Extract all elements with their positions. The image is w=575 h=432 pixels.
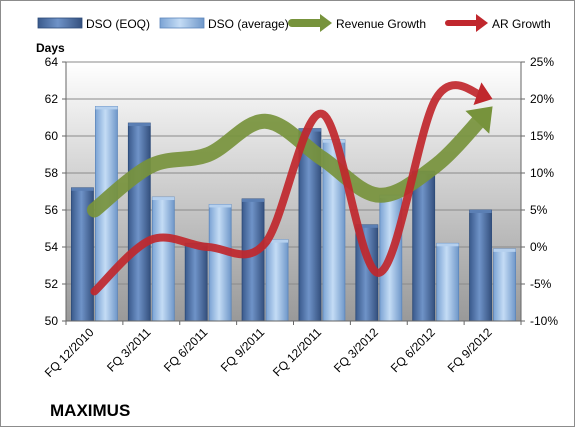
ar-growth-line bbox=[90, 81, 488, 296]
bar-top-cap bbox=[242, 198, 265, 202]
bar-top-cap bbox=[209, 204, 232, 208]
left-axis: 50 52 54 56 58 60 62 64 bbox=[45, 55, 67, 328]
bar-dso-eoq bbox=[241, 198, 265, 322]
legend-label: DSO (average) bbox=[208, 17, 289, 31]
left-tick-label: 52 bbox=[45, 277, 59, 291]
bar-top-cap bbox=[152, 197, 175, 201]
legend-swatch-dso-eoq bbox=[37, 17, 83, 29]
legend-swatch-dso-average bbox=[159, 17, 205, 29]
left-tick-label: 64 bbox=[45, 55, 59, 69]
bar-dso-average bbox=[493, 248, 516, 322]
ar-growth-arrowhead bbox=[473, 82, 493, 106]
left-tick-label: 56 bbox=[45, 203, 59, 217]
bar-dso-eoq bbox=[184, 242, 208, 322]
y-left-axis-label: Days bbox=[36, 41, 65, 55]
revenue-growth-arrowhead bbox=[465, 106, 493, 134]
left-tick-label: 50 bbox=[45, 314, 59, 328]
right-tick-label: 25% bbox=[530, 55, 554, 69]
right-axis: -10% -5% 0% 5% 10% 15% 20% 25% bbox=[520, 55, 558, 328]
bar-top-cap bbox=[71, 187, 94, 191]
bar-dso-average bbox=[208, 204, 232, 322]
legend-label: DSO (EOQ) bbox=[86, 17, 150, 31]
bar-dso-eoq bbox=[469, 209, 492, 322]
bar-dso-average bbox=[265, 239, 289, 322]
bar-top-cap bbox=[436, 243, 459, 247]
growth-lines bbox=[86, 81, 493, 296]
bar-top-cap bbox=[493, 248, 516, 252]
legend-label: AR Growth bbox=[492, 17, 551, 31]
bar-dso-average bbox=[151, 196, 175, 322]
right-tick-label: 10% bbox=[530, 166, 554, 180]
legend-label: Revenue Growth bbox=[336, 17, 426, 31]
legend: DSO (EOQ) DSO (average) Revenue Growth AR G… bbox=[37, 14, 551, 32]
legend-swatch-arrowhead bbox=[476, 14, 488, 32]
left-tick-label: 58 bbox=[45, 166, 59, 180]
left-tick-label: 54 bbox=[45, 240, 59, 254]
right-tick-label: 5% bbox=[530, 203, 548, 217]
right-tick-label: 20% bbox=[530, 92, 554, 106]
right-tick-label: -10% bbox=[530, 314, 558, 328]
left-tick-label: 60 bbox=[45, 129, 59, 143]
revenue-growth-line bbox=[86, 108, 491, 218]
bar-top-cap bbox=[266, 239, 289, 243]
right-tick-label: 0% bbox=[530, 240, 548, 254]
right-tick-label: -5% bbox=[530, 277, 552, 291]
bar-top-cap bbox=[95, 106, 118, 110]
bar-top-cap bbox=[355, 224, 378, 228]
left-tick-label: 62 bbox=[45, 92, 59, 106]
bar-dso-eoq bbox=[412, 170, 436, 322]
legend-swatch-arrowhead bbox=[320, 14, 332, 32]
bar-top-cap bbox=[469, 210, 492, 213]
bar-dso-eoq bbox=[127, 122, 151, 322]
right-tick-label: 15% bbox=[530, 129, 554, 143]
bar-dso-average bbox=[436, 242, 460, 322]
bar-top-cap bbox=[128, 123, 151, 127]
company-name: MAXIMUS bbox=[50, 401, 130, 420]
